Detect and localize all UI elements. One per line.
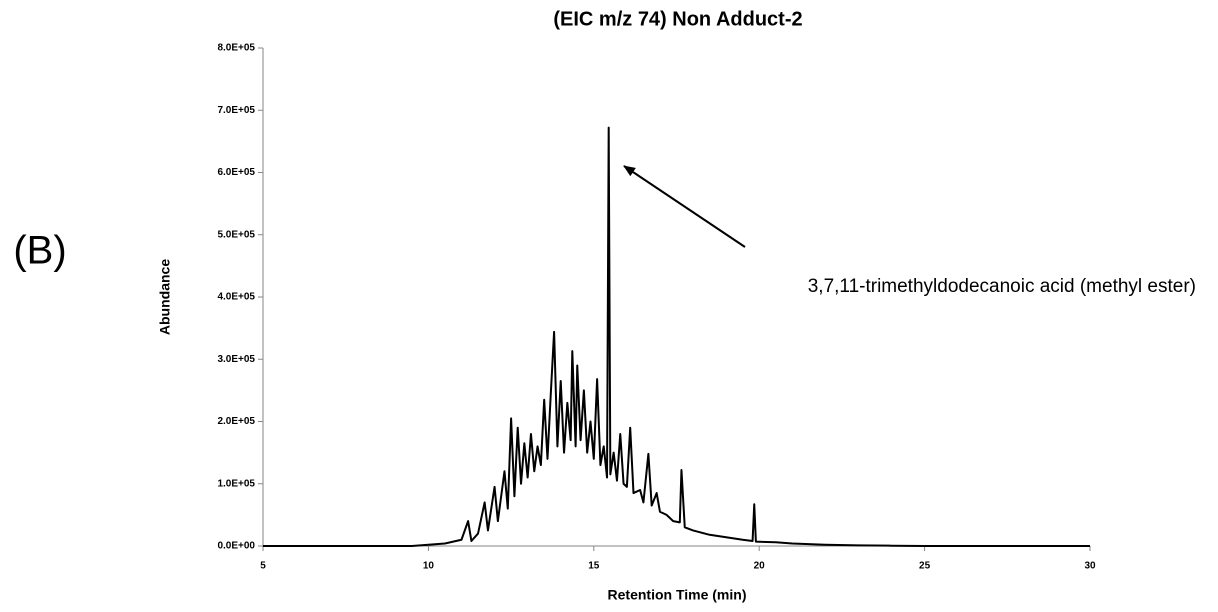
y-tick-label: 3.0E+05 (217, 354, 255, 365)
annotation-arrow (623, 165, 746, 248)
y-tick-label: 6.0E+05 (217, 167, 255, 178)
y-tick-label: 0.0E+00 (217, 541, 255, 552)
y-tick-label: 5.0E+05 (217, 229, 255, 240)
chart-title: (EIC m/z 74) Non Adduct-2 (553, 8, 802, 30)
x-tick-label: 30 (1084, 561, 1096, 572)
x-tick-label: 20 (754, 561, 766, 572)
panel-label: (B) (13, 229, 66, 273)
x-axis-label: Retention Time (min) (608, 587, 747, 603)
y-tick-label: 2.0E+05 (217, 416, 255, 427)
y-tick-label: 1.0E+05 (217, 478, 255, 489)
y-tick-label: 8.0E+05 (217, 43, 255, 54)
annotation: 3,7,11-trimethyldodecanoic acid (methyl … (808, 276, 1196, 297)
y-axis-label: Abundance (157, 259, 173, 335)
x-tick-label: 10 (423, 561, 435, 572)
x-tick-label: 15 (588, 561, 600, 572)
y-tick-label: 4.0E+05 (217, 292, 255, 303)
x-tick-label: 25 (919, 561, 931, 572)
y-tick-label: 7.0E+05 (217, 105, 255, 116)
x-tick-label: 5 (260, 561, 266, 572)
chromatogram-line (263, 126, 1090, 547)
